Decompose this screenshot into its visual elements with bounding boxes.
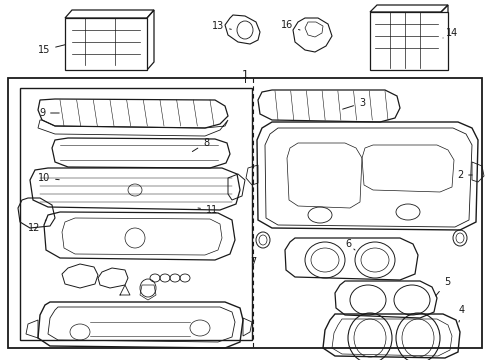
Bar <box>423 16 433 25</box>
Bar <box>20 88 252 340</box>
Bar <box>408 28 418 37</box>
Bar <box>370 12 448 70</box>
Text: 13: 13 <box>212 21 231 31</box>
Text: 1: 1 <box>242 70 248 80</box>
Text: 16: 16 <box>281 20 300 30</box>
Bar <box>393 28 403 37</box>
Bar <box>423 40 433 49</box>
Text: 4: 4 <box>459 305 465 322</box>
Bar <box>378 16 388 25</box>
Text: 3: 3 <box>343 98 365 109</box>
Bar <box>393 40 403 49</box>
Text: 14: 14 <box>443 28 458 38</box>
Bar <box>378 40 388 49</box>
Bar <box>408 16 418 25</box>
Bar <box>8 78 482 348</box>
Bar <box>378 28 388 37</box>
Text: 11: 11 <box>198 205 218 215</box>
Text: 12: 12 <box>28 220 46 233</box>
Text: 9: 9 <box>39 108 59 118</box>
Bar <box>65 18 147 70</box>
Text: 15: 15 <box>38 45 65 55</box>
Text: 2: 2 <box>457 170 472 180</box>
Text: 5: 5 <box>436 277 450 296</box>
Text: 7: 7 <box>250 257 256 275</box>
Text: 8: 8 <box>193 138 209 152</box>
Bar <box>423 28 433 37</box>
Bar <box>408 40 418 49</box>
Text: 10: 10 <box>38 173 59 183</box>
Bar <box>393 16 403 25</box>
Text: 6: 6 <box>345 239 355 250</box>
